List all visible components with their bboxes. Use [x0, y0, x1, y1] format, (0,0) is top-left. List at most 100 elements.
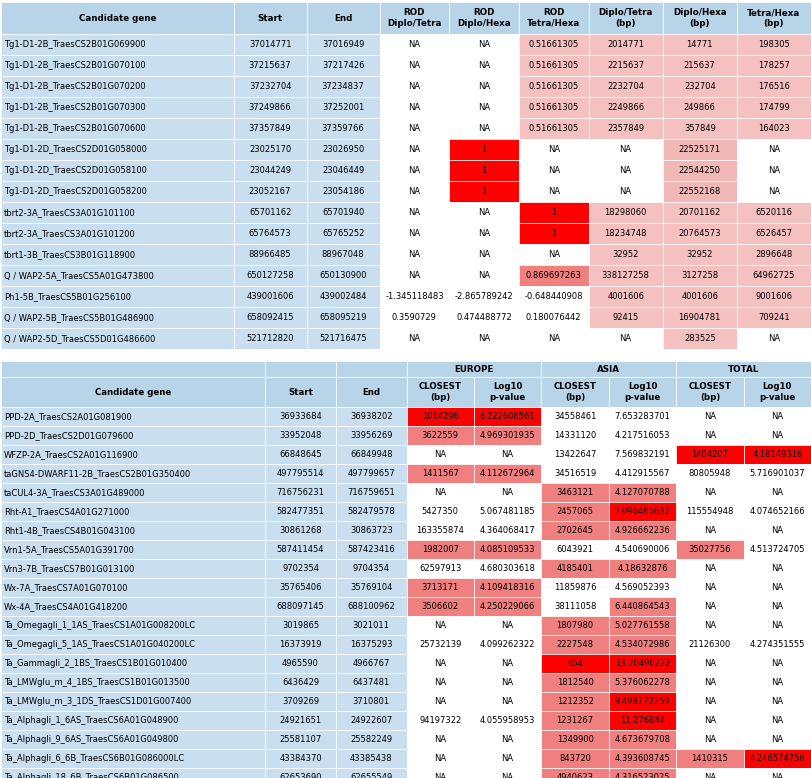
Bar [336, 711, 406, 730]
Text: Vrn3-7B_TraesCS7B01G013100: Vrn3-7B_TraesCS7B01G013100 [4, 564, 135, 573]
Text: ROD
Tetra/Hexa: ROD Tetra/Hexa [527, 9, 581, 28]
Bar [336, 768, 406, 778]
Bar [519, 307, 589, 328]
Bar [663, 328, 737, 349]
Text: 14331120: 14331120 [554, 431, 596, 440]
Bar [380, 97, 449, 118]
Bar [380, 307, 449, 328]
Text: 4.109418316: 4.109418316 [480, 583, 535, 592]
Bar [744, 559, 811, 578]
Bar [1, 76, 234, 97]
Text: 13422647: 13422647 [554, 450, 596, 459]
Text: 25732139: 25732139 [419, 640, 461, 649]
Text: Vrn1-5A_TraesCS5A01G391700: Vrn1-5A_TraesCS5A01G391700 [4, 545, 135, 554]
Text: 33956269: 33956269 [350, 431, 393, 440]
Text: 24921651: 24921651 [280, 716, 322, 725]
Bar [589, 34, 663, 55]
Text: 4.673679708: 4.673679708 [615, 735, 671, 744]
Text: 18298060: 18298060 [604, 208, 647, 217]
Text: 35765406: 35765406 [279, 583, 322, 592]
Bar [676, 361, 811, 377]
Bar [609, 559, 676, 578]
Bar [265, 597, 336, 616]
Text: 4.127070788: 4.127070788 [615, 488, 671, 497]
Text: NA: NA [478, 40, 490, 49]
Text: NA: NA [434, 450, 446, 459]
Bar [737, 328, 811, 349]
Text: Candidate gene: Candidate gene [79, 13, 156, 23]
Text: 115554948: 115554948 [686, 507, 734, 516]
Bar [676, 578, 744, 597]
Bar [737, 202, 811, 223]
Bar [609, 635, 676, 654]
Text: NA: NA [771, 602, 783, 611]
Bar [519, 265, 589, 286]
Bar [737, 2, 811, 34]
Bar [589, 2, 663, 34]
Bar [609, 464, 676, 483]
Bar [474, 445, 542, 464]
Text: NA: NA [704, 526, 716, 535]
Bar [519, 118, 589, 139]
Bar [406, 768, 474, 778]
Bar [737, 118, 811, 139]
Bar [449, 118, 519, 139]
Text: NA: NA [501, 735, 513, 744]
Text: 66849948: 66849948 [350, 450, 393, 459]
Bar [234, 34, 307, 55]
Text: 4.085109533: 4.085109533 [480, 545, 535, 554]
Text: 37014771: 37014771 [249, 40, 291, 49]
Bar [519, 160, 589, 181]
Text: 14771: 14771 [687, 40, 713, 49]
Bar [336, 407, 406, 426]
Bar [265, 559, 336, 578]
Text: 163355874: 163355874 [416, 526, 464, 535]
Bar [542, 445, 609, 464]
Text: 43384370: 43384370 [279, 754, 322, 763]
Text: 37252001: 37252001 [322, 103, 364, 112]
Bar [542, 521, 609, 540]
Text: NA: NA [771, 526, 783, 535]
Bar [406, 654, 474, 673]
Bar [542, 578, 609, 597]
Text: Tg1-D1-2B_TraesCS2B01G070100: Tg1-D1-2B_TraesCS2B01G070100 [4, 61, 146, 70]
Bar [265, 654, 336, 673]
Bar [663, 307, 737, 328]
Text: 6437481: 6437481 [353, 678, 390, 687]
Bar [1, 139, 234, 160]
Bar [265, 521, 336, 540]
Bar [542, 426, 609, 445]
Text: NA: NA [409, 271, 420, 280]
Bar [542, 407, 609, 426]
Bar [737, 307, 811, 328]
Text: 62653690: 62653690 [279, 773, 322, 778]
Bar [406, 407, 474, 426]
Text: NA: NA [478, 103, 490, 112]
Bar [380, 244, 449, 265]
Text: 2457065: 2457065 [556, 507, 594, 516]
Bar [609, 730, 676, 749]
Text: 688100962: 688100962 [347, 602, 395, 611]
Text: 32952: 32952 [612, 250, 639, 259]
Bar [234, 244, 307, 265]
Text: 4965590: 4965590 [282, 659, 319, 668]
Text: 1212352: 1212352 [556, 697, 594, 706]
Bar [737, 97, 811, 118]
Bar [663, 160, 737, 181]
Text: 2215637: 2215637 [607, 61, 644, 70]
Text: 64962725: 64962725 [753, 271, 795, 280]
Text: NA: NA [409, 103, 420, 112]
Text: 23026950: 23026950 [322, 145, 364, 154]
Bar [1, 578, 265, 597]
Text: 1807980: 1807980 [556, 621, 594, 630]
Text: NA: NA [704, 583, 716, 592]
Bar [676, 464, 744, 483]
Text: NA: NA [768, 145, 780, 154]
Text: 11859876: 11859876 [554, 583, 596, 592]
Text: NA: NA [771, 659, 783, 668]
Text: 5.067481185: 5.067481185 [480, 507, 535, 516]
Bar [234, 97, 307, 118]
Text: Ta_Alphagli_6_6B_TraesCS6B01G086000LC: Ta_Alphagli_6_6B_TraesCS6B01G086000LC [4, 754, 184, 763]
Bar [265, 426, 336, 445]
Text: 1: 1 [482, 187, 487, 196]
